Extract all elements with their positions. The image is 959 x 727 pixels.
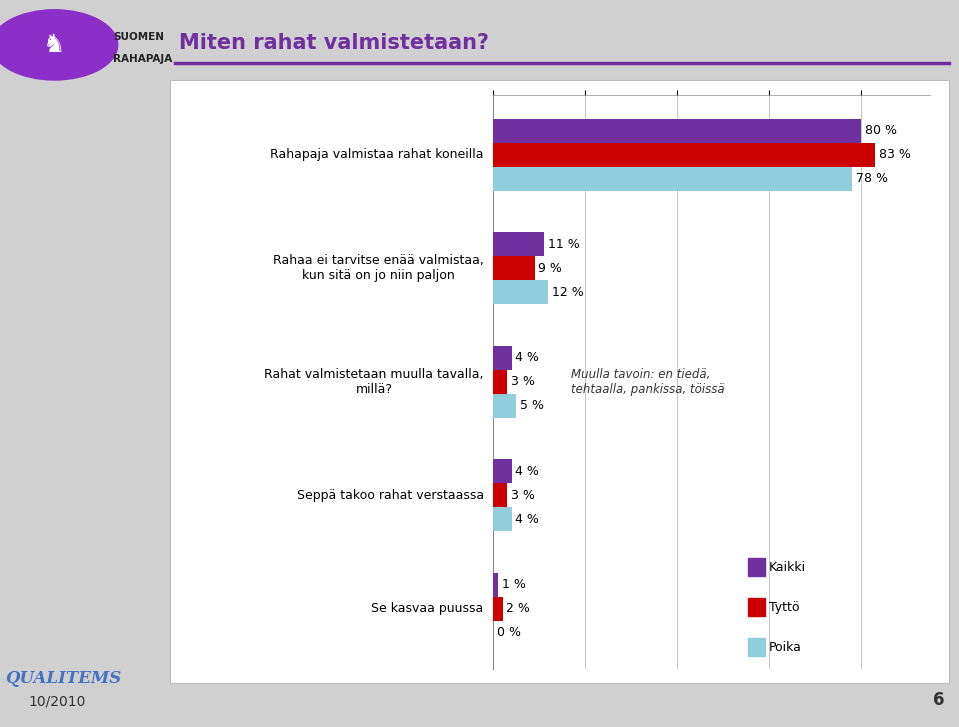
Bar — [493, 597, 503, 621]
Text: 12 %: 12 % — [552, 286, 584, 299]
Text: 4 %: 4 % — [515, 465, 539, 478]
Text: 11 %: 11 % — [548, 238, 579, 251]
Bar — [493, 256, 535, 280]
Text: Rahat valmistetaan muulla tavalla,
millä?: Rahat valmistetaan muulla tavalla, millä… — [265, 368, 483, 395]
Text: 0 %: 0 % — [497, 626, 521, 639]
Bar — [493, 232, 544, 256]
Text: Kaikki: Kaikki — [769, 561, 807, 574]
Text: QUALITEMS: QUALITEMS — [5, 670, 121, 687]
Bar — [493, 345, 512, 369]
Text: 5 %: 5 % — [520, 399, 544, 412]
Text: 3 %: 3 % — [511, 375, 535, 388]
Text: 78 %: 78 % — [855, 172, 888, 185]
Text: Rahapaja valmistaa rahat koneilla: Rahapaja valmistaa rahat koneilla — [270, 148, 483, 161]
Bar — [493, 459, 512, 483]
Text: 3 %: 3 % — [511, 489, 535, 502]
Text: 6: 6 — [933, 691, 945, 709]
Text: 2 %: 2 % — [506, 602, 530, 615]
Bar — [493, 280, 549, 304]
Text: Muulla tavoin: en tiedä,
tehtaalla, pankissa, töissä: Muulla tavoin: en tiedä, tehtaalla, pank… — [572, 368, 725, 395]
Text: 80 %: 80 % — [865, 124, 897, 137]
Bar — [493, 119, 861, 142]
Bar — [493, 483, 507, 507]
Text: SUOMEN: SUOMEN — [113, 31, 164, 41]
Text: Rahaa ei tarvitse enää valmistaa,
kun sitä on jo niin paljon: Rahaa ei tarvitse enää valmistaa, kun si… — [273, 254, 483, 282]
Text: Se kasvaa puussa: Se kasvaa puussa — [371, 602, 483, 615]
Bar — [493, 573, 498, 597]
Text: 10/2010: 10/2010 — [29, 695, 86, 709]
Bar — [493, 394, 516, 418]
Text: Miten rahat valmistetaan?: Miten rahat valmistetaan? — [179, 33, 489, 53]
Text: 83 %: 83 % — [878, 148, 911, 161]
Text: Tyttö: Tyttö — [769, 601, 800, 614]
Bar — [493, 166, 852, 190]
Text: Seppä takoo rahat verstaassa: Seppä takoo rahat verstaassa — [296, 489, 483, 502]
Bar — [493, 142, 875, 166]
Text: Poika: Poika — [769, 640, 802, 654]
Text: 4 %: 4 % — [515, 351, 539, 364]
Bar — [493, 369, 507, 394]
Bar — [493, 507, 512, 531]
Text: 1 %: 1 % — [502, 578, 526, 591]
Text: 4 %: 4 % — [515, 513, 539, 526]
Circle shape — [0, 9, 118, 80]
Text: 9 %: 9 % — [538, 262, 562, 275]
Text: RAHAPAJA: RAHAPAJA — [113, 54, 173, 64]
Text: ♞: ♞ — [43, 33, 65, 57]
